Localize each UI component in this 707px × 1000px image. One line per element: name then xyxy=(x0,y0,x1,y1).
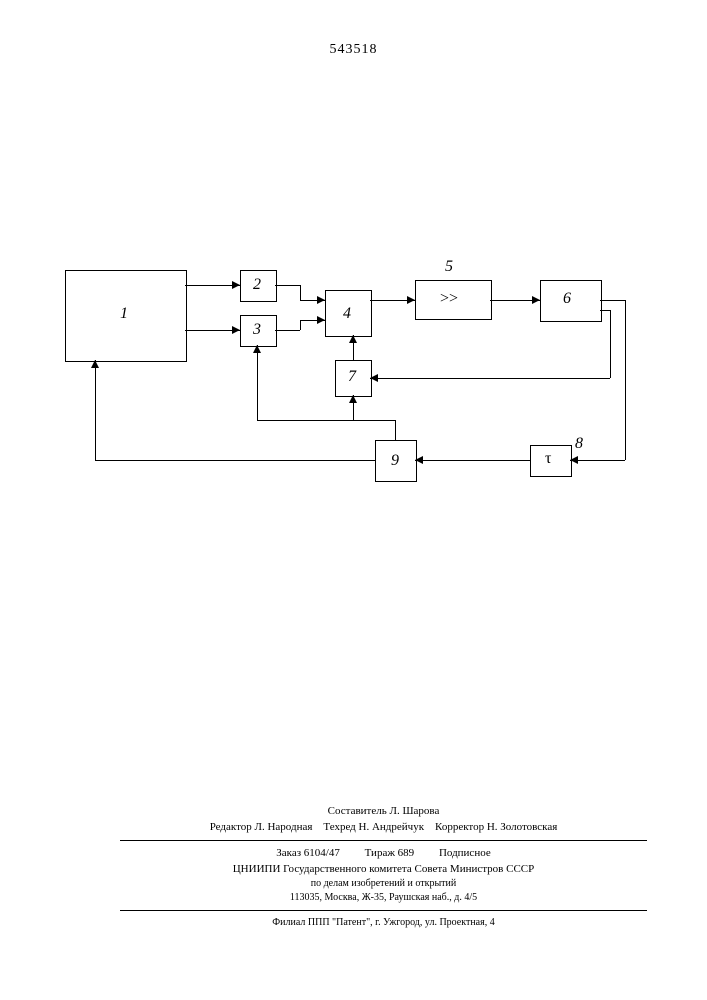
footer-org2: по делам изобретений и открытий xyxy=(120,877,647,891)
document-number: 543518 xyxy=(0,42,707,58)
footer-composer: Составитель Л. Шарова xyxy=(120,804,647,819)
node-label-n9: 9 xyxy=(391,452,399,470)
footer-bottom: Филиал ППП "Патент", г. Ужгород, ул. Про… xyxy=(120,916,647,930)
node-label-n5: 5 xyxy=(445,258,453,276)
footer-print: Заказ 6104/47 Тираж 689 Подписное xyxy=(120,846,647,861)
footer-credits: Редактор Л. Народная Техред Н. Андрейчук… xyxy=(120,820,647,835)
node-label-n3: 3 xyxy=(253,321,261,339)
node-label-n6: 6 xyxy=(563,290,571,308)
node-label-n2: 2 xyxy=(253,276,261,294)
footer: Составитель Л. Шарова Редактор Л. Народн… xyxy=(120,804,647,930)
node-label-n1: 1 xyxy=(120,305,128,323)
node-label-n7: 7 xyxy=(348,368,356,386)
page: { "doc_number": "543518", "nodes": { "n1… xyxy=(0,0,707,1000)
node-label-n4: 4 xyxy=(343,305,351,323)
node-label-n8: 8 xyxy=(575,435,583,453)
footer-org1: ЦНИИПИ Государственного комитета Совета … xyxy=(120,862,647,877)
node-inner-n5: >> xyxy=(440,290,458,308)
node-inner-n8: τ xyxy=(545,450,551,468)
block-diagram: 1 2 3 4 5 >> 6 7 8 τ 9 xyxy=(65,260,645,540)
node-n6 xyxy=(540,280,602,322)
footer-addr: 113035, Москва, Ж-35, Раушская наб., д. … xyxy=(120,891,647,905)
